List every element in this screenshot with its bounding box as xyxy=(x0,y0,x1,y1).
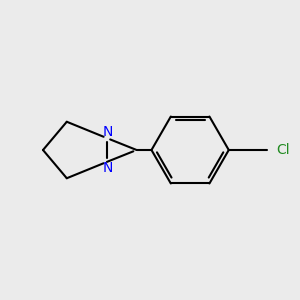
Text: Cl: Cl xyxy=(276,143,290,157)
Text: N: N xyxy=(103,161,113,176)
Text: N: N xyxy=(103,124,113,139)
